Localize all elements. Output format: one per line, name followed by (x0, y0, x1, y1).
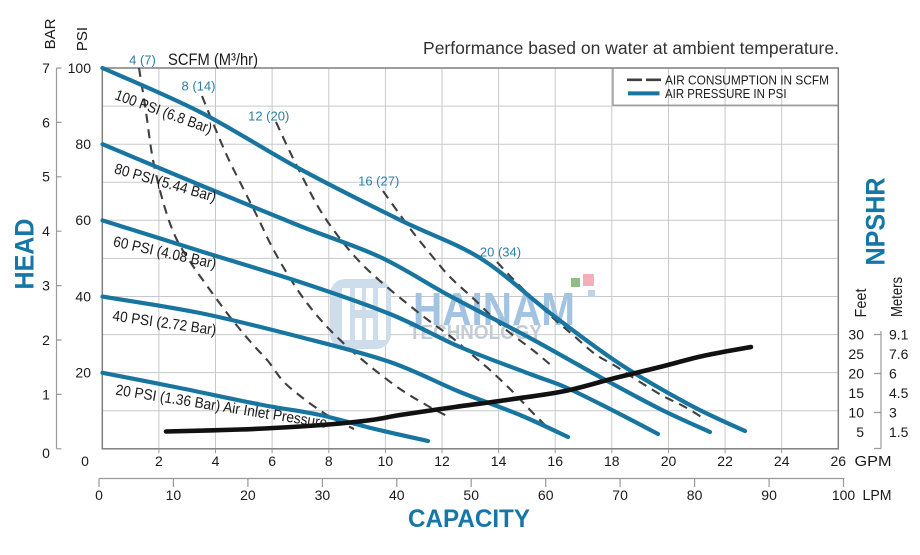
svg-text:5: 5 (856, 424, 864, 440)
svg-text:20 (34): 20 (34) (480, 245, 521, 260)
svg-text:Performance based on water at: Performance based on water at ambient te… (423, 38, 839, 58)
svg-text:20: 20 (240, 487, 256, 503)
svg-text:12 (20): 12 (20) (248, 109, 289, 124)
svg-text:70: 70 (612, 487, 628, 503)
svg-text:3: 3 (42, 278, 50, 294)
svg-text:10: 10 (848, 404, 864, 420)
svg-text:15: 15 (848, 385, 864, 401)
svg-text:6: 6 (268, 453, 276, 469)
svg-text:1: 1 (42, 386, 50, 402)
svg-text:50: 50 (463, 487, 479, 503)
svg-text:40: 40 (75, 288, 91, 304)
svg-text:7: 7 (42, 60, 50, 76)
svg-text:0: 0 (81, 453, 89, 469)
svg-text:GPM: GPM (855, 453, 892, 470)
svg-text:10: 10 (166, 487, 182, 503)
svg-text:12: 12 (434, 453, 450, 469)
svg-text:8: 8 (325, 453, 333, 469)
svg-text:3: 3 (889, 404, 897, 420)
svg-text:BAR: BAR (42, 18, 59, 49)
svg-text:6: 6 (42, 114, 50, 130)
svg-text:14: 14 (491, 453, 507, 469)
svg-text:16 (27): 16 (27) (358, 174, 399, 189)
svg-text:CAPACITY: CAPACITY (408, 505, 530, 533)
svg-text:20: 20 (75, 365, 91, 381)
svg-text:100: 100 (68, 60, 92, 76)
svg-text:30: 30 (848, 326, 864, 342)
svg-text:Meters: Meters (889, 277, 906, 317)
svg-text:18: 18 (604, 453, 620, 469)
svg-text:AIR CONSUMPTION IN SCFM: AIR CONSUMPTION IN SCFM (665, 73, 829, 88)
svg-text:20: 20 (848, 365, 864, 381)
svg-text:SCFM (M³/hr): SCFM (M³/hr) (168, 50, 258, 69)
svg-text:0: 0 (42, 445, 50, 461)
svg-text:4: 4 (212, 453, 220, 469)
svg-text:AIR PRESSURE IN PSI: AIR PRESSURE IN PSI (665, 86, 787, 101)
svg-text:LPM: LPM (863, 487, 892, 504)
svg-text:60: 60 (75, 212, 91, 228)
svg-text:80: 80 (75, 136, 91, 152)
svg-text:8 (14): 8 (14) (182, 79, 216, 94)
svg-text:16: 16 (547, 453, 563, 469)
svg-text:80: 80 (687, 487, 703, 503)
svg-text:4: 4 (42, 223, 50, 239)
svg-text:30: 30 (315, 487, 331, 503)
svg-text:Feet: Feet (853, 288, 870, 318)
svg-text:6: 6 (889, 365, 897, 381)
svg-text:PSI: PSI (74, 27, 91, 51)
svg-text:25: 25 (848, 346, 864, 362)
svg-text:22: 22 (717, 453, 733, 469)
svg-text:HEAD: HEAD (10, 219, 40, 290)
svg-text:60: 60 (538, 487, 554, 503)
svg-text:90: 90 (761, 487, 777, 503)
svg-text:2: 2 (155, 453, 163, 469)
svg-text:10: 10 (378, 453, 394, 469)
svg-text:2: 2 (42, 332, 50, 348)
svg-text:20: 20 (661, 453, 677, 469)
svg-text:7.6: 7.6 (889, 346, 909, 362)
svg-text:5: 5 (42, 169, 50, 185)
svg-text:4 (7): 4 (7) (129, 53, 156, 68)
svg-text:4.5: 4.5 (889, 385, 909, 401)
svg-text:40: 40 (389, 487, 405, 503)
svg-text:100: 100 (832, 487, 856, 503)
svg-text:0: 0 (95, 487, 103, 503)
svg-text:24: 24 (774, 453, 790, 469)
svg-text:1.5: 1.5 (889, 424, 909, 440)
svg-text:9.1: 9.1 (889, 326, 909, 342)
svg-text:NPSHR: NPSHR (861, 178, 891, 266)
svg-text:26: 26 (831, 453, 847, 469)
